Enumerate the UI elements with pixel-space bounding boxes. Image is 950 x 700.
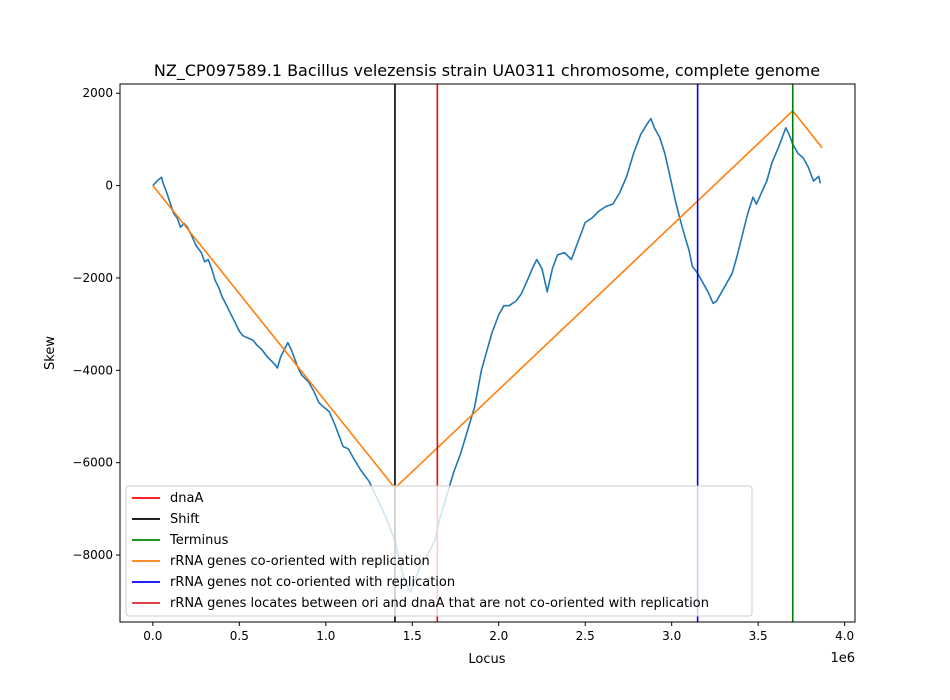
plot-frame	[119, 83, 856, 623]
x-tick-label: 1.0	[316, 629, 335, 643]
y-tick-label: 0	[105, 179, 113, 193]
chart-title: NZ_CP097589.1 Bacillus velezensis strain…	[154, 61, 820, 81]
x-tick-label: 3.5	[749, 629, 768, 643]
legend-label: rRNA genes locates between ori and dnaA …	[170, 596, 709, 611]
x-axis-offset-label: 1e6	[830, 651, 855, 666]
series-line-1	[152, 110, 823, 489]
x-tick-label: 1.5	[403, 629, 422, 643]
series-line-0	[152, 117, 822, 593]
y-tick-label: −6000	[72, 456, 113, 470]
x-tick-label: 3.0	[662, 629, 681, 643]
y-tick-label: −2000	[72, 271, 113, 285]
x-tick-label: 2.5	[576, 629, 595, 643]
legend-label: rRNA genes not co-oriented with replicat…	[170, 575, 455, 590]
x-tick-label: 0.5	[230, 629, 249, 643]
y-axis-label: Skew	[43, 336, 58, 370]
y-axis: 2000 0 −2000 −4000 −6000 −8000	[72, 86, 120, 562]
y-tick-label: 2000	[82, 86, 113, 100]
y-tick-label: −8000	[72, 548, 113, 562]
x-axis-label: Locus	[468, 652, 505, 667]
x-tick-label: 2.0	[489, 629, 508, 643]
legend-label: rRNA genes co-oriented with replication	[170, 554, 430, 569]
plot-area	[152, 84, 823, 622]
x-tick-label: 0.0	[143, 629, 162, 643]
legend-label: Terminus	[169, 533, 229, 548]
y-tick-label: −4000	[72, 363, 113, 377]
legend: dnaA Shift Terminus rRNA genes co-oriented …	[125, 485, 753, 617]
legend-label: dnaA	[170, 491, 203, 506]
x-tick-label: 4.0	[835, 629, 854, 643]
x-axis: 0.0 0.5 1.0 1.5 2.0 2.5 3.0 3.5 4.0	[143, 622, 854, 643]
legend-box	[125, 485, 753, 617]
legend-label: Shift	[170, 512, 200, 527]
